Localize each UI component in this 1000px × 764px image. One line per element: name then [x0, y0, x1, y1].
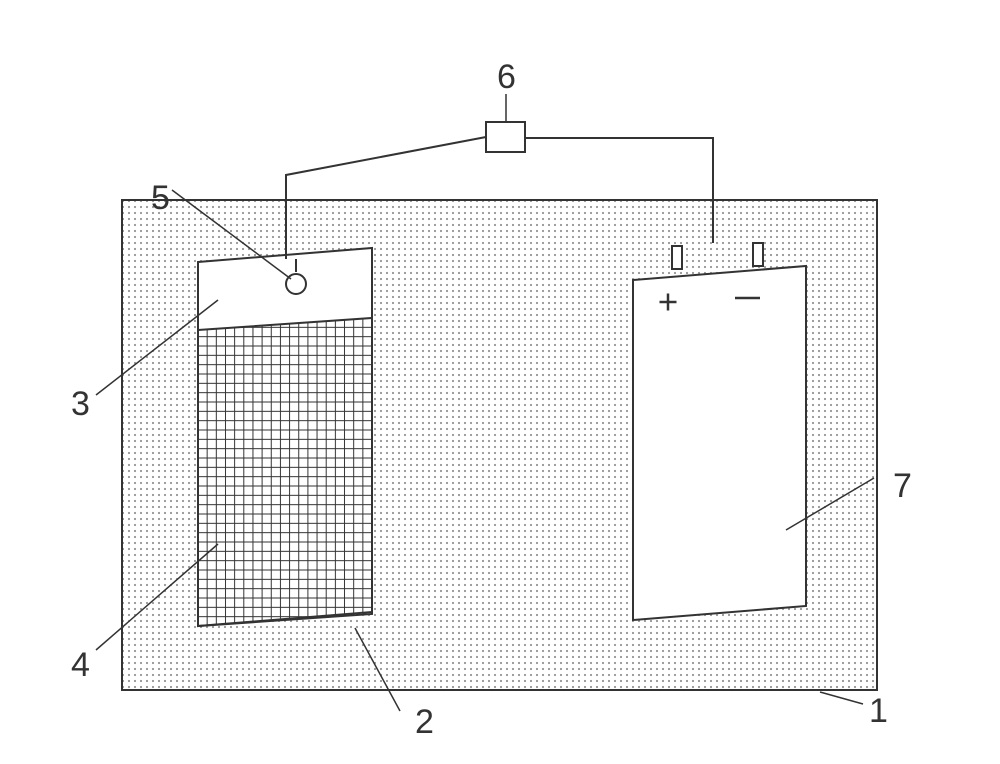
device-box	[486, 122, 525, 152]
label-2: 2	[415, 703, 434, 741]
terminal-tab	[672, 246, 682, 269]
left-panel	[198, 248, 372, 626]
label-3: 3	[71, 385, 90, 423]
grid-mesh	[198, 318, 372, 626]
terminal-tab	[753, 243, 763, 266]
label-7: 7	[893, 467, 912, 505]
label-6: 6	[497, 58, 516, 96]
label-5: 5	[151, 179, 170, 217]
right-panel-outline	[633, 266, 806, 620]
leader-1	[820, 692, 863, 704]
label-4: 4	[71, 646, 90, 684]
right-panel	[633, 243, 806, 620]
label-1: 1	[869, 692, 888, 730]
